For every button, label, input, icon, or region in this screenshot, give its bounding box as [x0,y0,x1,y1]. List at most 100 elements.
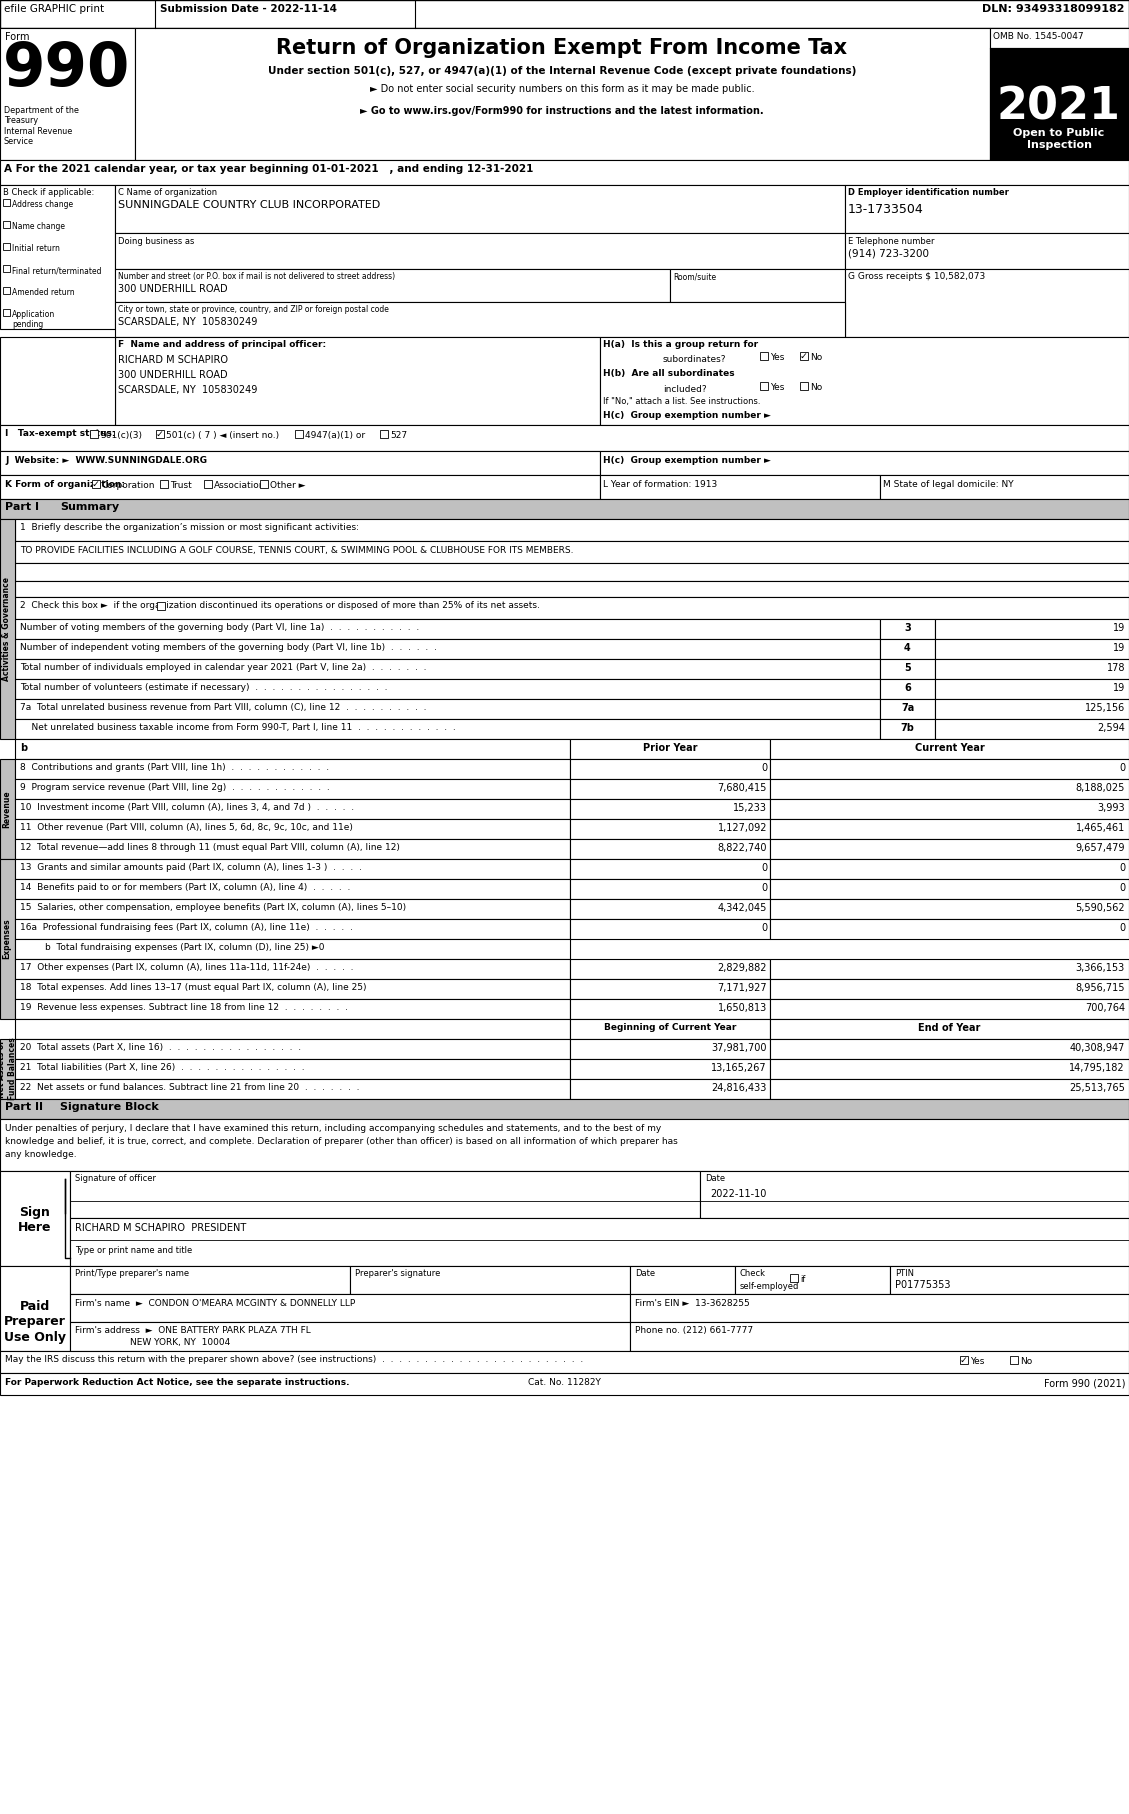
Bar [0,860,15,1019]
Bar [260,481,268,488]
Text: Total number of volunteers (estimate if necessary)  .  .  .  .  .  .  .  .  .  .: Total number of volunteers (estimate if … [20,684,387,691]
Text: City or town, state or province, country, and ZIP or foreign postal code: City or town, state or province, country… [119,305,388,314]
Bar [760,352,768,359]
Text: 2,594: 2,594 [1097,724,1124,733]
Bar [70,1266,350,1293]
Bar [770,1019,1129,1039]
Bar [70,1293,630,1322]
Text: subordinates?: subordinates? [663,356,726,365]
Bar [0,1172,70,1266]
Bar [70,1217,1129,1266]
Bar [15,698,879,718]
Bar [570,860,770,880]
Text: 6: 6 [904,684,911,693]
Bar [770,818,1129,840]
Text: I   Tax-exempt status:: I Tax-exempt status: [5,428,115,437]
Text: SCARSDALE, NY  105830249: SCARSDALE, NY 105830249 [119,385,257,395]
Text: Prior Year: Prior Year [642,744,698,753]
Text: 40,308,947: 40,308,947 [1069,1043,1124,1052]
Text: 19: 19 [1113,642,1124,653]
Text: End of Year: End of Year [918,1023,981,1032]
Text: Signature Block: Signature Block [60,1101,159,1112]
Text: 7b: 7b [901,724,914,733]
Text: H(a)  Is this a group return for: H(a) Is this a group return for [603,339,759,348]
Bar [770,1079,1129,1099]
Text: 125,156: 125,156 [1085,704,1124,713]
Bar [770,778,1129,798]
Bar [570,798,770,818]
Bar [15,658,879,678]
Bar [770,1059,1129,1079]
Text: No: No [1019,1357,1032,1366]
Bar [295,430,303,437]
Text: Print/Type preparer's name: Print/Type preparer's name [75,1270,190,1279]
Bar [770,900,1129,920]
Text: Return of Organization Exempt From Income Tax: Return of Organization Exempt From Incom… [277,38,848,58]
Text: B Check if applicable:: B Check if applicable: [3,189,94,198]
Text: 0: 0 [1119,764,1124,773]
Bar [570,880,770,900]
Text: 0: 0 [1119,923,1124,932]
Text: L Year of formation: 1913: L Year of formation: 1913 [603,481,717,490]
Bar [570,778,770,798]
Text: b: b [20,744,27,753]
Text: Firm's name  ►  CONDON O'MEARA MCGINTY & DONNELLY LLP: Firm's name ► CONDON O'MEARA MCGINTY & D… [75,1299,356,1308]
Bar [0,758,15,860]
Bar [15,758,570,778]
Bar [0,1119,1129,1172]
Text: 14  Benefits paid to or for members (Part IX, column (A), line 4)  .  .  .  .  .: 14 Benefits paid to or for members (Part… [20,883,350,892]
Bar [770,758,1129,778]
Bar [15,818,570,840]
Bar [160,481,168,488]
Text: M State of legal domicile: NY: M State of legal domicile: NY [883,481,1014,490]
Text: 1,650,813: 1,650,813 [718,1003,767,1012]
Text: 0: 0 [761,863,767,873]
Bar [0,1039,15,1099]
Text: 2  Check this box ►  if the organization discontinued its operations or disposed: 2 Check this box ► if the organization d… [20,600,540,610]
Text: 10  Investment income (Part VIII, column (A), lines 3, 4, and 7d )  .  .  .  .  : 10 Investment income (Part VIII, column … [20,804,355,813]
Text: 14,795,182: 14,795,182 [1069,1063,1124,1074]
Bar [3,287,10,294]
Text: 22  Net assets or fund balances. Subtract line 21 from line 20  .  .  .  .  .  .: 22 Net assets or fund balances. Subtract… [20,1083,359,1092]
Text: Firm's address  ►  ONE BATTERY PARK PLAZA 7TH FL: Firm's address ► ONE BATTERY PARK PLAZA … [75,1326,310,1335]
Bar [115,337,599,424]
Text: Form: Form [5,33,29,42]
Bar [770,840,1129,860]
Bar [599,452,1129,475]
Bar [15,1000,570,1019]
Text: (914) 723-3200: (914) 723-3200 [848,249,929,259]
Text: OMB No. 1545-0047: OMB No. 1545-0047 [994,33,1084,42]
Bar [879,658,935,678]
Text: ✓: ✓ [960,1355,968,1364]
Text: Net unrelated business taxable income from Form 990-T, Part I, line 11  .  .  . : Net unrelated business taxable income fr… [20,724,456,733]
Bar [15,880,570,900]
Text: Under penalties of perjury, I declare that I have examined this return, includin: Under penalties of perjury, I declare th… [5,1125,662,1134]
Text: Current Year: Current Year [914,744,984,753]
Bar [844,268,1129,337]
Text: 1,127,092: 1,127,092 [718,824,767,833]
Bar [15,718,879,738]
Text: 527: 527 [390,432,408,441]
Text: Final return/terminated: Final return/terminated [12,267,102,276]
Bar [770,1000,1129,1019]
Bar [935,658,1129,678]
Text: 501(c)(3): 501(c)(3) [100,432,142,441]
Bar [0,499,1129,519]
Bar [570,960,770,980]
Text: Yes: Yes [770,383,785,392]
Bar [3,265,10,272]
Text: 7a: 7a [901,704,914,713]
Bar [570,758,770,778]
Bar [115,268,669,301]
Text: Date: Date [704,1174,725,1183]
Bar [15,1059,570,1079]
Bar [570,1000,770,1019]
Text: Date: Date [634,1270,655,1279]
Bar [770,798,1129,818]
Bar [0,424,1129,452]
Text: RICHARD M SCHAPIRO  PRESIDENT: RICHARD M SCHAPIRO PRESIDENT [75,1223,246,1234]
Bar [15,639,879,658]
Bar [630,1322,1129,1351]
Bar [350,1266,630,1293]
Bar [15,840,570,860]
